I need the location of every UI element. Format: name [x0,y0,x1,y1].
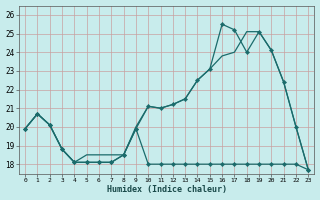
X-axis label: Humidex (Indice chaleur): Humidex (Indice chaleur) [107,185,227,194]
